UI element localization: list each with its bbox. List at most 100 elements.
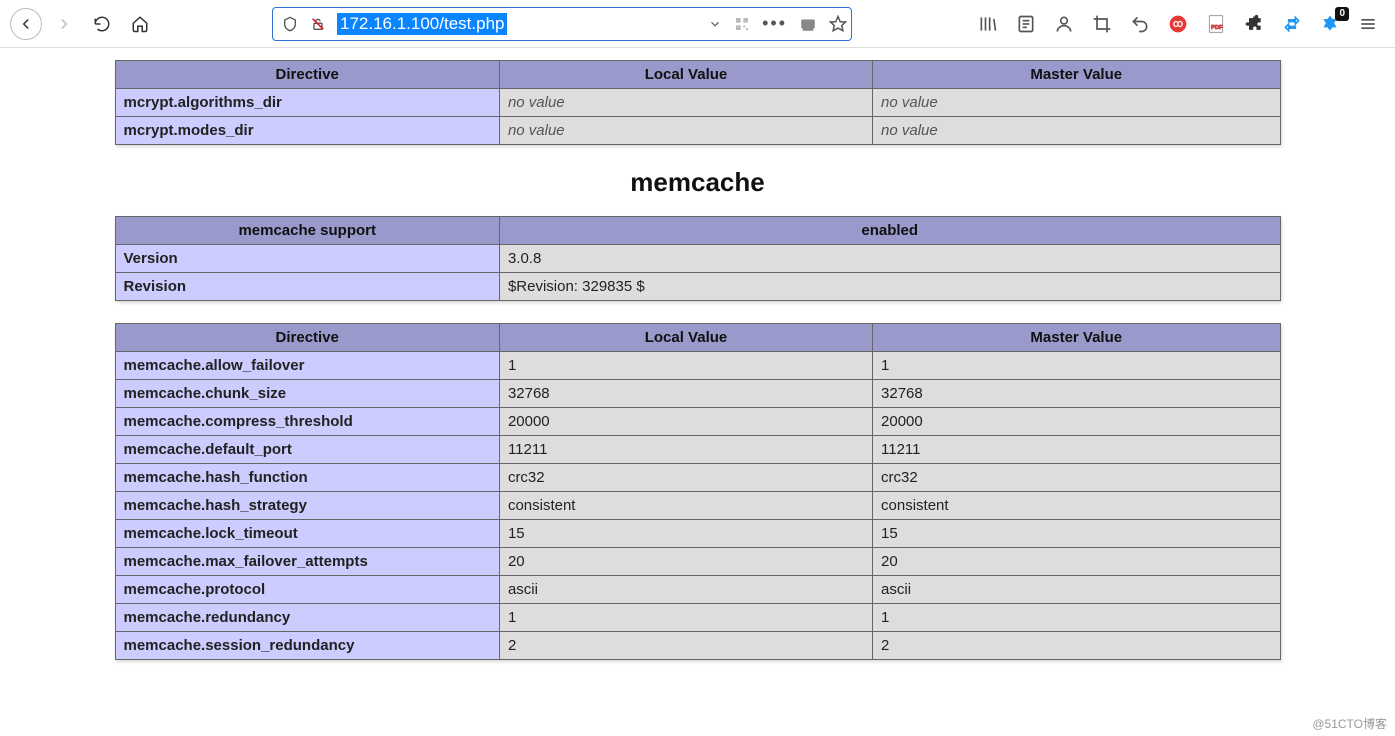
notifications-badge: 0 — [1335, 7, 1349, 21]
local-value-cell: no value — [499, 89, 872, 117]
value-cell: 3.0.8 — [499, 245, 1280, 273]
pdf-icon[interactable]: PDF — [1205, 13, 1227, 35]
browser-toolbar: 172.16.1.100/test.php ••• PDF 0 — [0, 0, 1395, 48]
shield-icon — [282, 16, 298, 32]
memcache-support-header: memcache support — [115, 217, 499, 245]
master-value-cell: no value — [873, 89, 1280, 117]
table-row: memcache.max_failover_attempts2020 — [115, 548, 1280, 576]
local-value-cell: 2 — [499, 632, 872, 660]
extensions-area: PDF 0 — [977, 13, 1385, 35]
directive-cell: memcache.chunk_size — [115, 380, 499, 408]
menu-icon[interactable] — [1357, 13, 1379, 35]
col-local: Local Value — [499, 61, 872, 89]
notifications-icon[interactable]: 0 — [1319, 13, 1341, 35]
local-value-cell: 1 — [499, 604, 872, 632]
table-row: memcache.hash_strategyconsistentconsiste… — [115, 492, 1280, 520]
memcache-directives-table: Directive Local Value Master Value memca… — [115, 323, 1281, 660]
table-row: Revision$Revision: 329835 $ — [115, 273, 1280, 301]
home-button[interactable] — [124, 8, 156, 40]
puzzle-icon[interactable] — [1243, 13, 1265, 35]
col-directive: Directive — [115, 61, 499, 89]
svg-text:PDF: PDF — [1211, 25, 1223, 31]
directive-cell: mcrypt.algorithms_dir — [115, 89, 499, 117]
library-icon[interactable] — [977, 13, 999, 35]
reader-icon[interactable] — [1015, 13, 1037, 35]
directive-cell: memcache.session_redundancy — [115, 632, 499, 660]
directive-cell: memcache.default_port — [115, 436, 499, 464]
local-value-cell: 32768 — [499, 380, 872, 408]
insecure-icon[interactable] — [309, 15, 327, 33]
master-value-cell: 11211 — [873, 436, 1280, 464]
mcrypt-directives-table: Directive Local Value Master Value mcryp… — [115, 60, 1281, 145]
star-icon[interactable] — [829, 15, 847, 33]
memcache-support-table: memcache support enabled Version3.0.8Rev… — [115, 216, 1281, 301]
reload-button[interactable] — [86, 8, 118, 40]
master-value-cell: 20 — [873, 548, 1280, 576]
chevron-down-icon[interactable] — [708, 17, 722, 31]
directive-cell: memcache.hash_function — [115, 464, 499, 492]
table-row: mcrypt.algorithms_dirno valueno value — [115, 89, 1280, 117]
table-row: memcache.protocolasciiascii — [115, 576, 1280, 604]
master-value-cell: 2 — [873, 632, 1280, 660]
col-master: Master Value — [873, 61, 1280, 89]
table-header-row: Directive Local Value Master Value — [115, 61, 1280, 89]
table-row: memcache.default_port1121111211 — [115, 436, 1280, 464]
reload-icon — [93, 15, 111, 33]
page-content: Directive Local Value Master Value mcryp… — [115, 60, 1281, 660]
url-bar[interactable]: 172.16.1.100/test.php ••• — [272, 7, 852, 41]
undo-icon[interactable] — [1129, 13, 1151, 35]
master-value-cell: crc32 — [873, 464, 1280, 492]
directive-cell: mcrypt.modes_dir — [115, 117, 499, 145]
qr-icon[interactable] — [734, 16, 750, 32]
urlbar-right-icons: ••• — [708, 13, 847, 34]
arrow-right-icon — [55, 15, 73, 33]
home-icon — [131, 15, 149, 33]
table-header-row: memcache support enabled — [115, 217, 1280, 245]
local-value-cell: 20000 — [499, 408, 872, 436]
master-value-cell: 1 — [873, 352, 1280, 380]
table-header-row: Directive Local Value Master Value — [115, 324, 1280, 352]
sync-icon[interactable] — [1281, 13, 1303, 35]
directive-cell: memcache.compress_threshold — [115, 408, 499, 436]
table-row: memcache.hash_functioncrc32crc32 — [115, 464, 1280, 492]
table-row: mcrypt.modes_dirno valueno value — [115, 117, 1280, 145]
table-row: memcache.session_redundancy22 — [115, 632, 1280, 660]
local-value-cell: no value — [499, 117, 872, 145]
back-button[interactable] — [10, 8, 42, 40]
key-cell: Revision — [115, 273, 499, 301]
forward-button — [48, 8, 80, 40]
account-icon[interactable] — [1053, 13, 1075, 35]
directive-cell: memcache.allow_failover — [115, 352, 499, 380]
table-row: memcache.compress_threshold2000020000 — [115, 408, 1280, 436]
local-value-cell: 11211 — [499, 436, 872, 464]
master-value-cell: 15 — [873, 520, 1280, 548]
table-row: memcache.lock_timeout1515 — [115, 520, 1280, 548]
url-text[interactable]: 172.16.1.100/test.php — [337, 13, 507, 35]
infinity-icon[interactable] — [1167, 13, 1189, 35]
local-value-cell: ascii — [499, 576, 872, 604]
local-value-cell: 1 — [499, 352, 872, 380]
col-directive: Directive — [115, 324, 499, 352]
directive-cell: memcache.max_failover_attempts — [115, 548, 499, 576]
tracking-shield-icon[interactable] — [281, 15, 299, 33]
section-title-memcache: memcache — [115, 167, 1281, 198]
local-value-cell: 20 — [499, 548, 872, 576]
master-value-cell: ascii — [873, 576, 1280, 604]
table-row: memcache.allow_failover11 — [115, 352, 1280, 380]
col-master: Master Value — [873, 324, 1280, 352]
directive-cell: memcache.hash_strategy — [115, 492, 499, 520]
value-cell: $Revision: 329835 $ — [499, 273, 1280, 301]
master-value-cell: 20000 — [873, 408, 1280, 436]
page-actions-icon[interactable]: ••• — [762, 13, 787, 34]
master-value-cell: 1 — [873, 604, 1280, 632]
save-page-icon[interactable] — [799, 15, 817, 33]
local-value-cell: crc32 — [499, 464, 872, 492]
table-row: Version3.0.8 — [115, 245, 1280, 273]
key-cell: Version — [115, 245, 499, 273]
table-row: memcache.chunk_size3276832768 — [115, 380, 1280, 408]
directive-cell: memcache.lock_timeout — [115, 520, 499, 548]
memcache-enabled-header: enabled — [499, 217, 1280, 245]
watermark: @51CTO博客 — [1312, 715, 1387, 732]
crop-icon[interactable] — [1091, 13, 1113, 35]
master-value-cell: consistent — [873, 492, 1280, 520]
